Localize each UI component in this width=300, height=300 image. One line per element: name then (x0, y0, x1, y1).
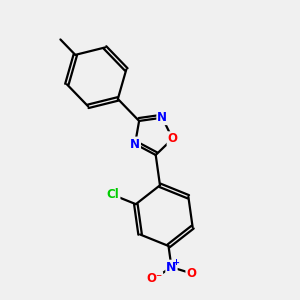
Text: O⁻: O⁻ (146, 272, 162, 285)
Text: N: N (166, 261, 177, 274)
Text: N: N (157, 111, 167, 124)
Text: +: + (172, 258, 179, 267)
Text: N: N (130, 137, 140, 151)
Text: O: O (186, 267, 197, 280)
Text: Cl: Cl (107, 188, 119, 202)
Text: O: O (167, 132, 178, 145)
